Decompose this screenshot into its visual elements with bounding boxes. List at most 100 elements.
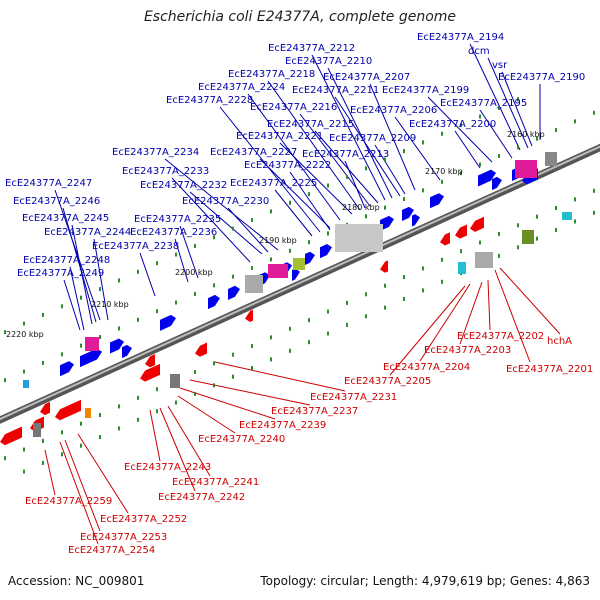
gene-label: EcE24377A_2231 [310, 392, 397, 403]
leader-line [227, 207, 269, 253]
scale-tick [536, 214, 538, 219]
reverse-gene-arrow [455, 224, 467, 239]
leader-line [189, 379, 311, 406]
scale-tick [498, 105, 500, 110]
scale-tick [80, 421, 82, 426]
scale-tick [213, 235, 215, 240]
leader-line [267, 80, 361, 211]
scale-tick [536, 136, 538, 141]
gene-label: vsr [492, 60, 508, 71]
reverse-gene-arrow [145, 354, 155, 368]
feature-block-cyan [562, 212, 572, 220]
feature-block-gray [545, 152, 557, 166]
gene-label: EcE24377A_2225 [230, 178, 317, 189]
feature-block-green [522, 230, 534, 244]
scale-tick [270, 335, 272, 340]
scale-tick [23, 447, 25, 452]
scale-tick [251, 218, 253, 223]
scale-tick [99, 413, 101, 418]
leader-line [44, 449, 56, 496]
scale-label: 2220 kbp [6, 330, 44, 339]
leader-line [279, 142, 353, 215]
scale-tick [441, 257, 443, 262]
leader-line [487, 279, 491, 331]
leader-line [59, 441, 99, 545]
gene-label: EcE24377A_2244 [44, 227, 131, 238]
scale-tick [194, 369, 196, 374]
leader-line [314, 130, 379, 204]
scale-tick [384, 305, 386, 310]
scale-tick [327, 331, 329, 336]
leader-line [327, 67, 393, 199]
leader-line [274, 189, 313, 237]
scale-tick [384, 205, 386, 210]
scale-tick [4, 330, 6, 335]
scale-tick [270, 357, 272, 362]
forward-gene-arrow [320, 244, 332, 259]
feature-block-magenta [268, 264, 288, 278]
leader-line [189, 191, 263, 255]
gene-label: EcE24377A_2212 [268, 43, 355, 54]
scale-tick [422, 188, 424, 193]
gene-label: EcE24377A_2201 [506, 364, 593, 375]
scale-tick [517, 245, 519, 250]
leader-line [214, 361, 346, 392]
gene-label: EcE24377A_2211 [292, 85, 379, 96]
scale-tick [441, 131, 443, 136]
gene-label: EcE24377A_2215 [267, 119, 354, 130]
scale-tick [232, 352, 234, 357]
gene-label: EcE24377A_2206 [350, 105, 437, 116]
gene-label: EcE24377A_2224 [198, 82, 285, 93]
scale-tick [42, 438, 44, 443]
gene-label: EcE24377A_2249 [17, 268, 104, 279]
gene-label: EcE24377A_2200 [409, 119, 496, 130]
gene-label: EcE24377A_2216 [250, 102, 337, 113]
forward-gene-arrow [478, 169, 496, 187]
forward-gene-arrow [292, 268, 300, 281]
gene-label: EcE24377A_2232 [140, 180, 227, 191]
scale-tick [270, 209, 272, 214]
forward-gene-arrow [380, 215, 394, 231]
gene-label: EcE24377A_2248 [23, 255, 110, 266]
scale-tick [574, 119, 576, 124]
scale-tick [517, 145, 519, 150]
scale-tick [137, 417, 139, 422]
scale-tick [365, 166, 367, 171]
scale-tick [61, 452, 63, 457]
scale-label: 2190 kbp [259, 236, 297, 245]
scale-label: 2210 kbp [91, 300, 129, 309]
gene-label: EcE24377A_2222 [244, 160, 331, 171]
leader-line [71, 224, 93, 325]
gene-features [0, 152, 572, 446]
scale-tick [137, 269, 139, 274]
scale-tick [80, 295, 82, 300]
scale-tick [555, 206, 557, 211]
scale-tick [403, 275, 405, 280]
scale-tick [460, 171, 462, 176]
scale-tick [593, 210, 595, 215]
leader-line [394, 116, 441, 181]
scale-tick [175, 300, 177, 305]
scale-tick [479, 114, 481, 119]
leader-line [149, 409, 161, 462]
scale-tick [232, 226, 234, 231]
reverse-gene-arrow [440, 232, 450, 246]
forward-gene-arrow [60, 361, 74, 377]
genome-summary-text: Topology: circular; Length: 4,979,619 bp… [260, 574, 590, 588]
gene-label: EcE24377A_2259 [25, 496, 112, 507]
leader-line [289, 171, 331, 231]
forward-gene-arrow [122, 344, 132, 359]
scale-label: 2200 kbp [175, 268, 213, 277]
accession-text: Accession: NC_009801 [8, 574, 145, 588]
gene-label: EcE24377A_2239 [239, 420, 326, 431]
leader-line [344, 160, 366, 209]
scale-tick [555, 128, 557, 133]
gene-label: EcE24377A_2227 [210, 147, 297, 158]
scale-tick [289, 200, 291, 205]
feature-block-gray [170, 374, 180, 388]
scale-tick [403, 297, 405, 302]
scale-tick [4, 378, 6, 383]
gene-label: EcE24377A_2254 [68, 545, 155, 556]
feature-block-orange [85, 408, 91, 418]
